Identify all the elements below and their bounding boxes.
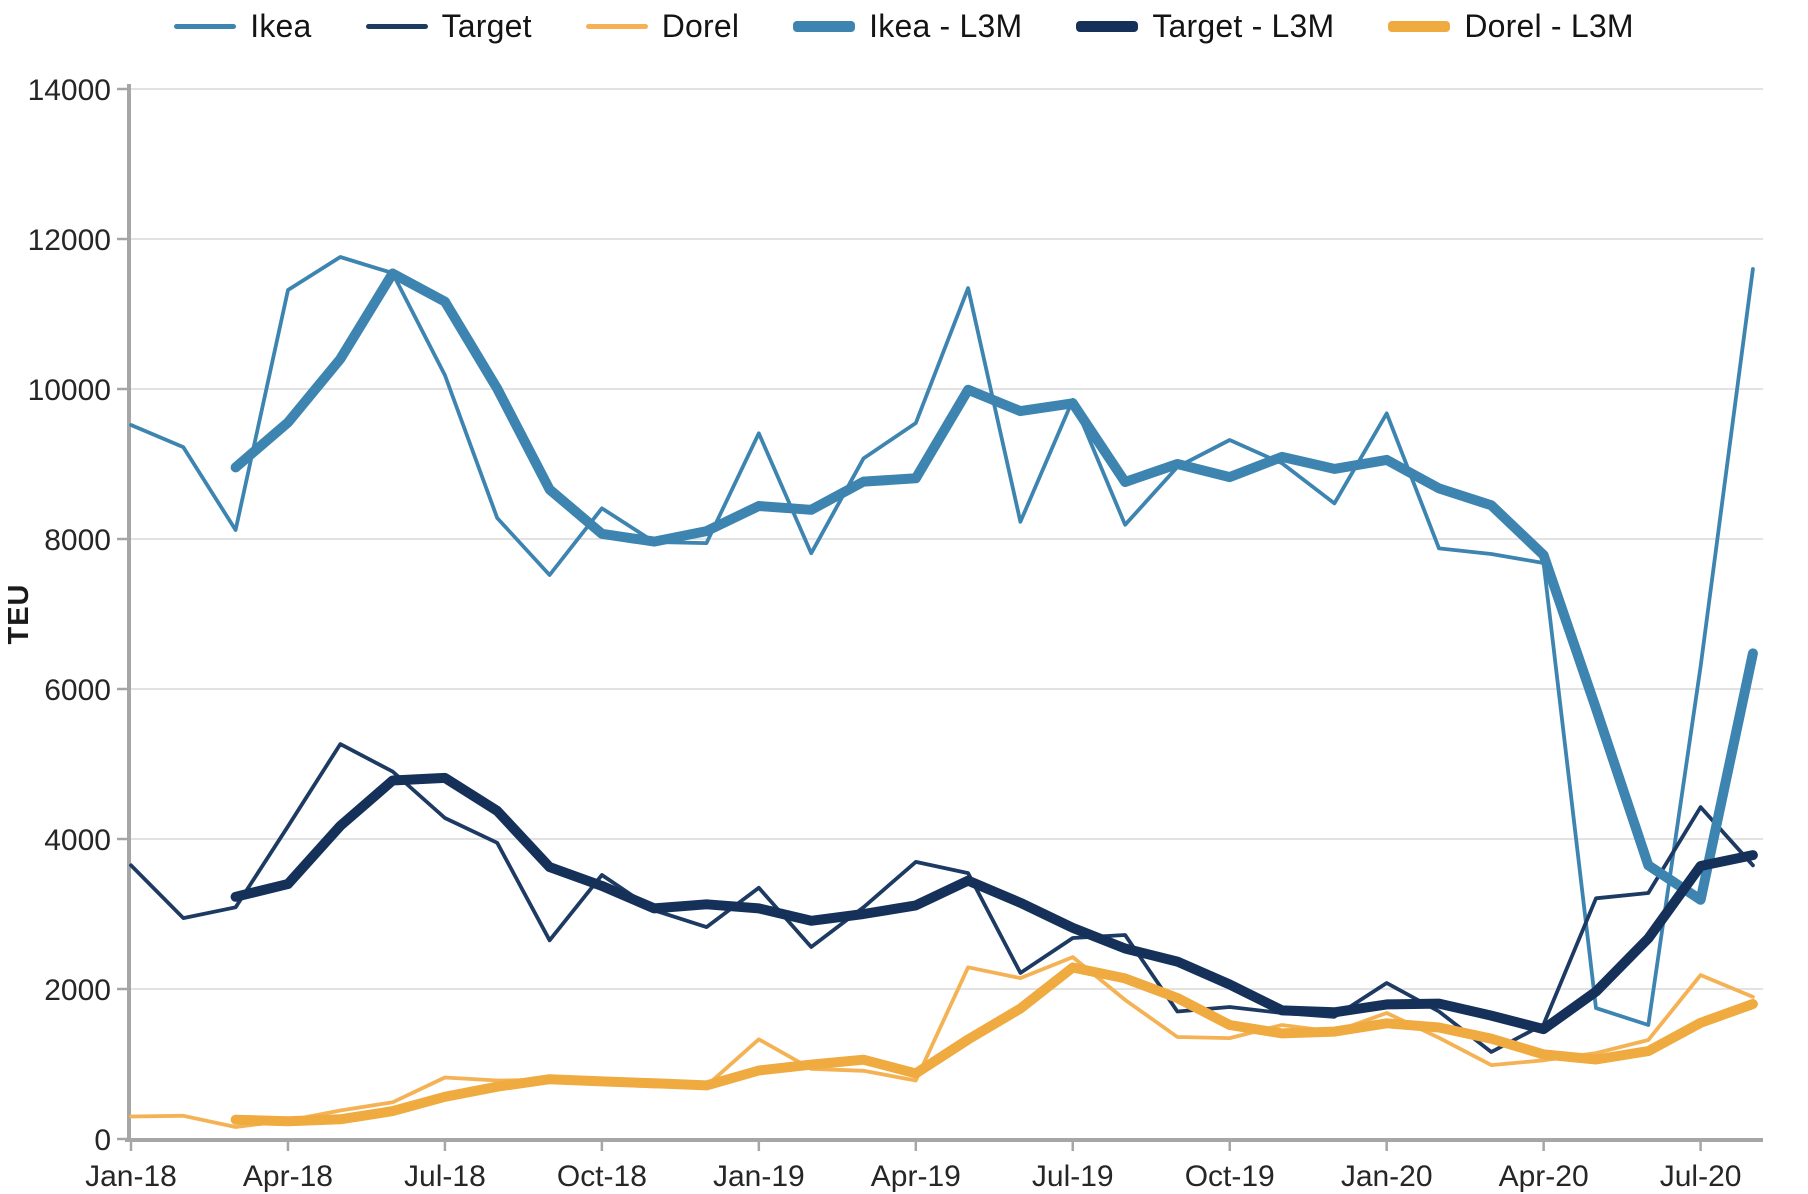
- series-line-dorel: [129, 955, 1755, 1129]
- x-axis-tick-label: Jul-18: [404, 1160, 486, 1193]
- y-axis-tick-label: 12000: [28, 224, 111, 257]
- legend-swatch-target: [365, 24, 428, 29]
- legend-label-ikea_l3m: Ikea - L3M: [869, 8, 1023, 44]
- y-axis-tick-label: 4000: [44, 824, 111, 857]
- legend-item-dorel: Dorel: [585, 8, 740, 45]
- series-line-target_l3m: [230, 772, 1758, 1035]
- legend-label-target_l3m: Target - L3M: [1152, 8, 1335, 44]
- legend-item-target: Target: [365, 8, 532, 45]
- legend-swatch-dorel_l3m: [1388, 21, 1451, 32]
- legend-swatch-ikea: [174, 24, 237, 29]
- x-axis-tick-label: Apr-19: [871, 1160, 961, 1193]
- legend-swatch-dorel: [585, 24, 648, 29]
- x-axis-tick-label: Jan-19: [713, 1160, 805, 1193]
- x-axis-tick-label: Jan-20: [1341, 1160, 1433, 1193]
- legend: Ikea Target Dorel Ikea - L3M Target - L3M Dor…: [0, 8, 1808, 45]
- x-axis-tick-label: Jul-19: [1032, 1160, 1114, 1193]
- series-line-ikea: [129, 255, 1755, 1027]
- legend-swatch-target_l3m: [1076, 21, 1139, 32]
- y-axis-tick-label: 10000: [28, 374, 111, 407]
- legend-item-ikea: Ikea: [174, 8, 311, 45]
- x-axis-tick-label: Jan-18: [85, 1160, 177, 1193]
- x-axis-tick-label: Oct-18: [557, 1160, 647, 1193]
- x-axis-tick-label: Jul-20: [1660, 1160, 1742, 1193]
- x-axis-tick-label: Apr-20: [1499, 1160, 1589, 1193]
- legend-item-dorel_l3m: Dorel - L3M: [1388, 8, 1634, 45]
- series-line-dorel_l3m: [230, 962, 1758, 1127]
- legend-item-target_l3m: Target - L3M: [1076, 8, 1334, 45]
- y-axis-tick-label: 0: [94, 1124, 111, 1157]
- y-axis-tick-label: 6000: [44, 674, 111, 707]
- legend-item-ikea_l3m: Ikea - L3M: [793, 8, 1022, 45]
- y-axis-title: TEU: [3, 584, 35, 645]
- y-axis-tick-label: 8000: [44, 524, 111, 557]
- y-axis-tick-label: 2000: [44, 974, 111, 1007]
- legend-label-ikea: Ikea: [250, 8, 312, 44]
- legend-swatch-ikea_l3m: [793, 21, 856, 32]
- series-line-ikea_l3m: [230, 268, 1758, 905]
- y-axis-tick-label: 14000: [28, 74, 111, 107]
- x-axis-tick-label: Apr-18: [243, 1160, 333, 1193]
- legend-label-dorel_l3m: Dorel - L3M: [1464, 8, 1634, 44]
- legend-label-dorel: Dorel: [661, 8, 740, 44]
- x-axis-tick-label: Oct-19: [1185, 1160, 1275, 1193]
- legend-label-target: Target: [441, 8, 532, 44]
